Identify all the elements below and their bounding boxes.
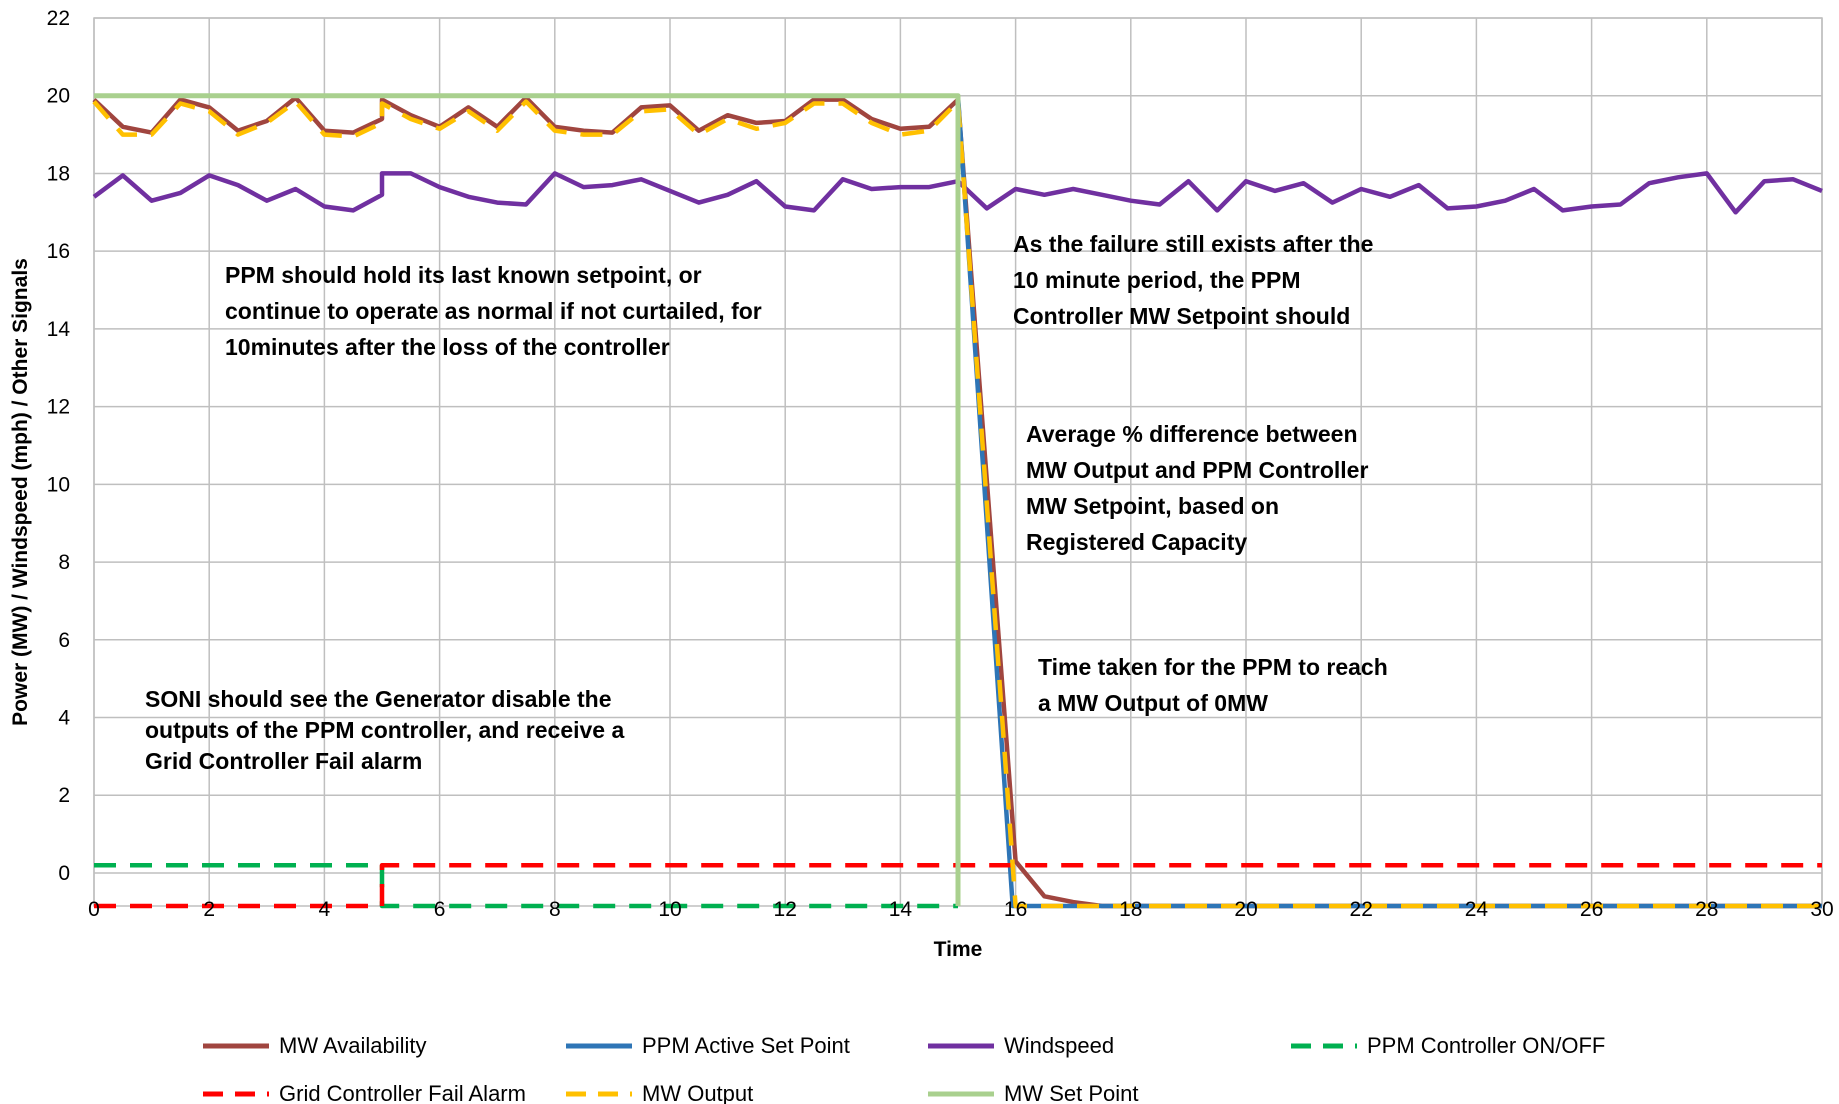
x-tick-label: 20 xyxy=(1234,898,1257,921)
x-tick-label: 24 xyxy=(1465,898,1489,921)
legend-label: Grid Controller Fail Alarm xyxy=(279,1081,526,1104)
y-tick-label: 16 xyxy=(47,240,70,263)
x-tick-label: 10 xyxy=(658,898,681,921)
annotation-text: a MW Output of 0MW xyxy=(1038,690,1268,716)
y-tick-label: 20 xyxy=(47,85,70,108)
y-tick-label: 0 xyxy=(58,862,70,885)
annotation-text: MW Setpoint, based on xyxy=(1026,493,1279,519)
series-lines xyxy=(92,93,1823,909)
legend-label: MW Set Point xyxy=(1004,1081,1138,1104)
annotation-text: Time taken for the PPM to reach xyxy=(1038,654,1388,680)
y-tick-label: 8 xyxy=(58,551,70,574)
legend-label: PPM Active Set Point xyxy=(642,1033,850,1058)
annotation-text: As the failure still exists after the xyxy=(1013,231,1373,257)
annotations: PPM should hold its last known setpoint,… xyxy=(145,231,1388,774)
x-tick-label: 12 xyxy=(774,898,797,921)
series-line-ppm-controller-on-off xyxy=(94,862,958,909)
annotation-text: SONI should see the Generator disable th… xyxy=(145,686,612,712)
x-tick-label: 16 xyxy=(1004,898,1027,921)
annotation-text: continue to operate as normal if not cur… xyxy=(225,298,762,324)
annotation-text: outputs of the PPM controller, and recei… xyxy=(145,717,624,743)
legend-label: Windspeed xyxy=(1004,1033,1114,1058)
annotation-text: Controller MW Setpoint should xyxy=(1013,303,1350,329)
x-axis-title: Time xyxy=(934,938,983,961)
y-axis-title: Power (MW) / Windspeed (mph) / Other Sig… xyxy=(9,258,32,726)
y-tick-label: 18 xyxy=(47,162,70,185)
annotation-text: PPM should hold its last known setpoint,… xyxy=(225,262,702,288)
x-tick-label: 26 xyxy=(1580,898,1603,921)
x-tick-label: 30 xyxy=(1810,898,1833,921)
y-tick-label: 2 xyxy=(58,784,70,807)
y-tick-label: 4 xyxy=(58,707,70,730)
annotation-text: 10 minute period, the PPM xyxy=(1013,267,1301,293)
legend-label: PPM Controller ON/OFF xyxy=(1367,1033,1605,1058)
y-tick-label: 6 xyxy=(58,629,70,652)
x-tick-label: 18 xyxy=(1119,898,1142,921)
annotation-text: Grid Controller Fail alarm xyxy=(145,748,422,774)
x-tick-label: 28 xyxy=(1695,898,1718,921)
annotation-text: 10minutes after the loss of the controll… xyxy=(225,334,670,360)
series-line-grid-controller-fail-alarm xyxy=(94,862,1822,909)
x-tick-label: 22 xyxy=(1350,898,1373,921)
annotation-text: Average % difference between xyxy=(1026,421,1358,447)
y-tick-label: 10 xyxy=(47,473,70,496)
y-tick-label: 14 xyxy=(47,318,71,341)
x-tick-label: 2 xyxy=(203,898,215,921)
legend-label: MW Output xyxy=(642,1081,753,1104)
series-line-mw-output xyxy=(92,99,1822,909)
x-tick-label: 14 xyxy=(889,898,913,921)
y-tick-label: 12 xyxy=(47,396,70,419)
x-tick-label: 4 xyxy=(319,898,331,921)
y-tick-label: 22 xyxy=(47,7,70,30)
legend: MW Availability PPM Active Set Point Winds… xyxy=(203,1033,1605,1104)
annotation-text: MW Output and PPM Controller xyxy=(1026,457,1368,483)
x-tick-label: 6 xyxy=(434,898,446,921)
x-tick-label: 0 xyxy=(88,898,100,921)
legend-label: MW Availability xyxy=(279,1033,427,1058)
x-tick-label: 8 xyxy=(549,898,561,921)
series-line-windspeed xyxy=(92,171,1823,215)
tick-labels: 0 2 4 6 8 10 12 14 16 18 20 22 24 26 28 300246810121416… xyxy=(47,7,1834,921)
series-line-mw-set-point xyxy=(94,93,961,906)
annotation-text: Registered Capacity xyxy=(1026,529,1247,555)
